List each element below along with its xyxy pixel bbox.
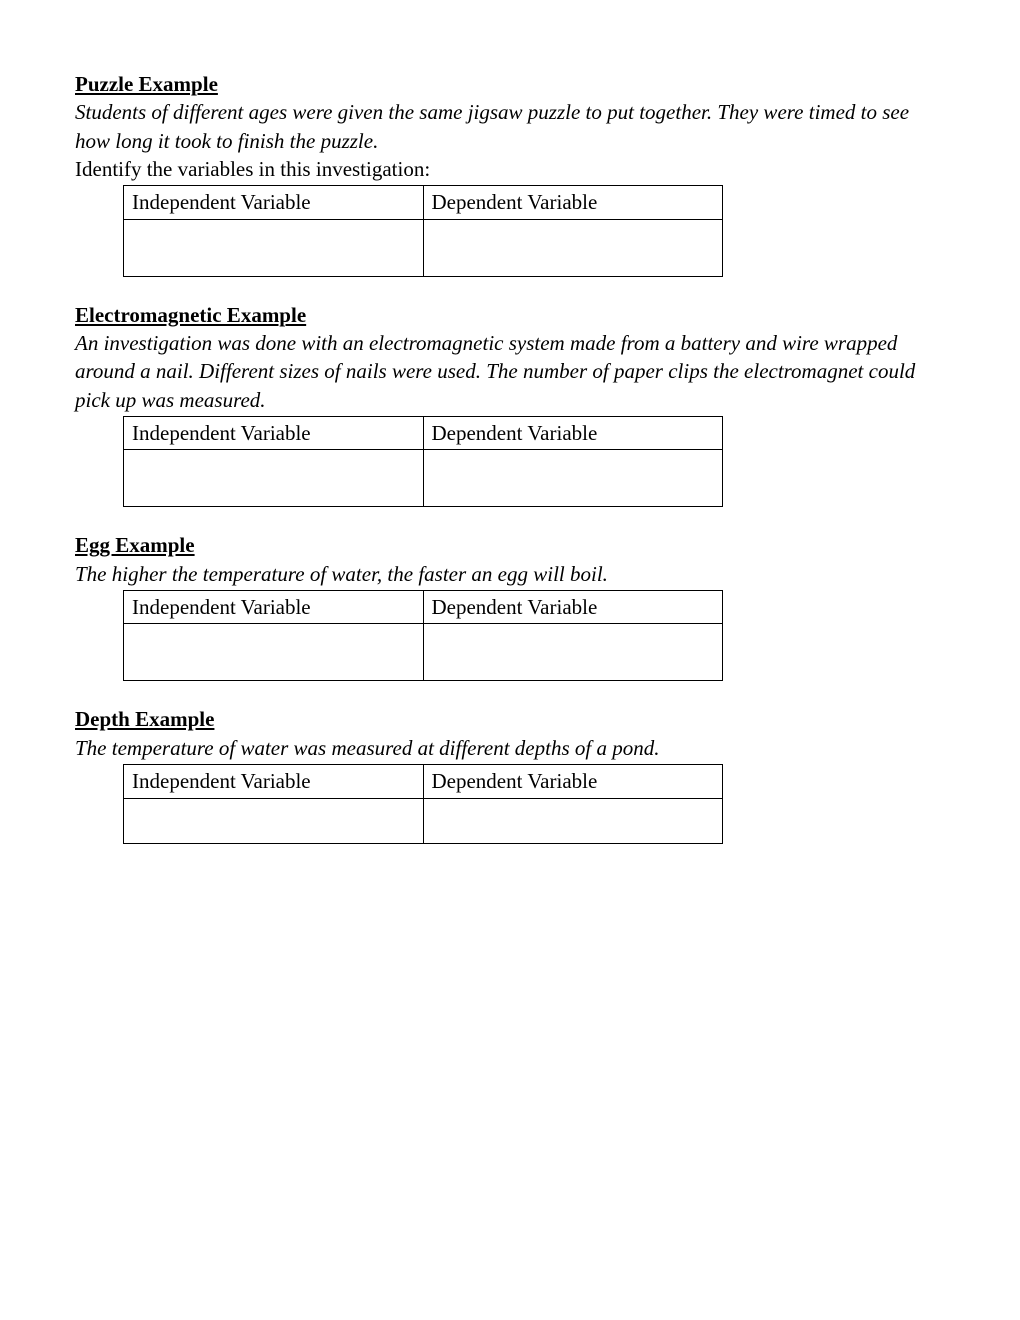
description-egg: The higher the temperature of water, the… (75, 560, 945, 588)
table-puzzle: Independent Variable Dependent Variable (123, 185, 723, 276)
description-depth: The temperature of water was measured at… (75, 734, 945, 762)
col-header-independent: Independent Variable (124, 765, 424, 798)
instruction-puzzle: Identify the variables in this investiga… (75, 155, 945, 183)
section-egg: Egg Example The higher the temperature o… (75, 531, 945, 681)
section-depth: Depth Example The temperature of water w… (75, 705, 945, 843)
table-row (124, 798, 723, 843)
table-depth: Independent Variable Dependent Variable (123, 764, 723, 843)
col-header-dependent: Dependent Variable (423, 591, 723, 624)
col-header-dependent: Dependent Variable (423, 765, 723, 798)
col-header-independent: Independent Variable (124, 417, 424, 450)
answer-cell-independent[interactable] (124, 450, 424, 507)
answer-cell-dependent[interactable] (423, 450, 723, 507)
description-electromagnetic: An investigation was done with an electr… (75, 329, 945, 414)
table-row (124, 624, 723, 681)
answer-cell-independent[interactable] (124, 219, 424, 276)
heading-puzzle: Puzzle Example (75, 70, 945, 98)
col-header-independent: Independent Variable (124, 591, 424, 624)
answer-cell-independent[interactable] (124, 798, 424, 843)
table-row: Independent Variable Dependent Variable (124, 186, 723, 219)
heading-electromagnetic: Electromagnetic Example (75, 301, 945, 329)
answer-cell-dependent[interactable] (423, 798, 723, 843)
answer-cell-dependent[interactable] (423, 624, 723, 681)
table-electromagnetic: Independent Variable Dependent Variable (123, 416, 723, 507)
heading-depth: Depth Example (75, 705, 945, 733)
section-puzzle: Puzzle Example Students of different age… (75, 70, 945, 277)
col-header-independent: Independent Variable (124, 186, 424, 219)
col-header-dependent: Dependent Variable (423, 417, 723, 450)
table-row (124, 450, 723, 507)
description-puzzle: Students of different ages were given th… (75, 98, 945, 155)
section-electromagnetic: Electromagnetic Example An investigation… (75, 301, 945, 508)
answer-cell-dependent[interactable] (423, 219, 723, 276)
heading-egg: Egg Example (75, 531, 945, 559)
table-row: Independent Variable Dependent Variable (124, 591, 723, 624)
table-row: Independent Variable Dependent Variable (124, 417, 723, 450)
worksheet-page: Puzzle Example Students of different age… (0, 0, 1020, 1320)
col-header-dependent: Dependent Variable (423, 186, 723, 219)
table-egg: Independent Variable Dependent Variable (123, 590, 723, 681)
table-row: Independent Variable Dependent Variable (124, 765, 723, 798)
table-row (124, 219, 723, 276)
answer-cell-independent[interactable] (124, 624, 424, 681)
